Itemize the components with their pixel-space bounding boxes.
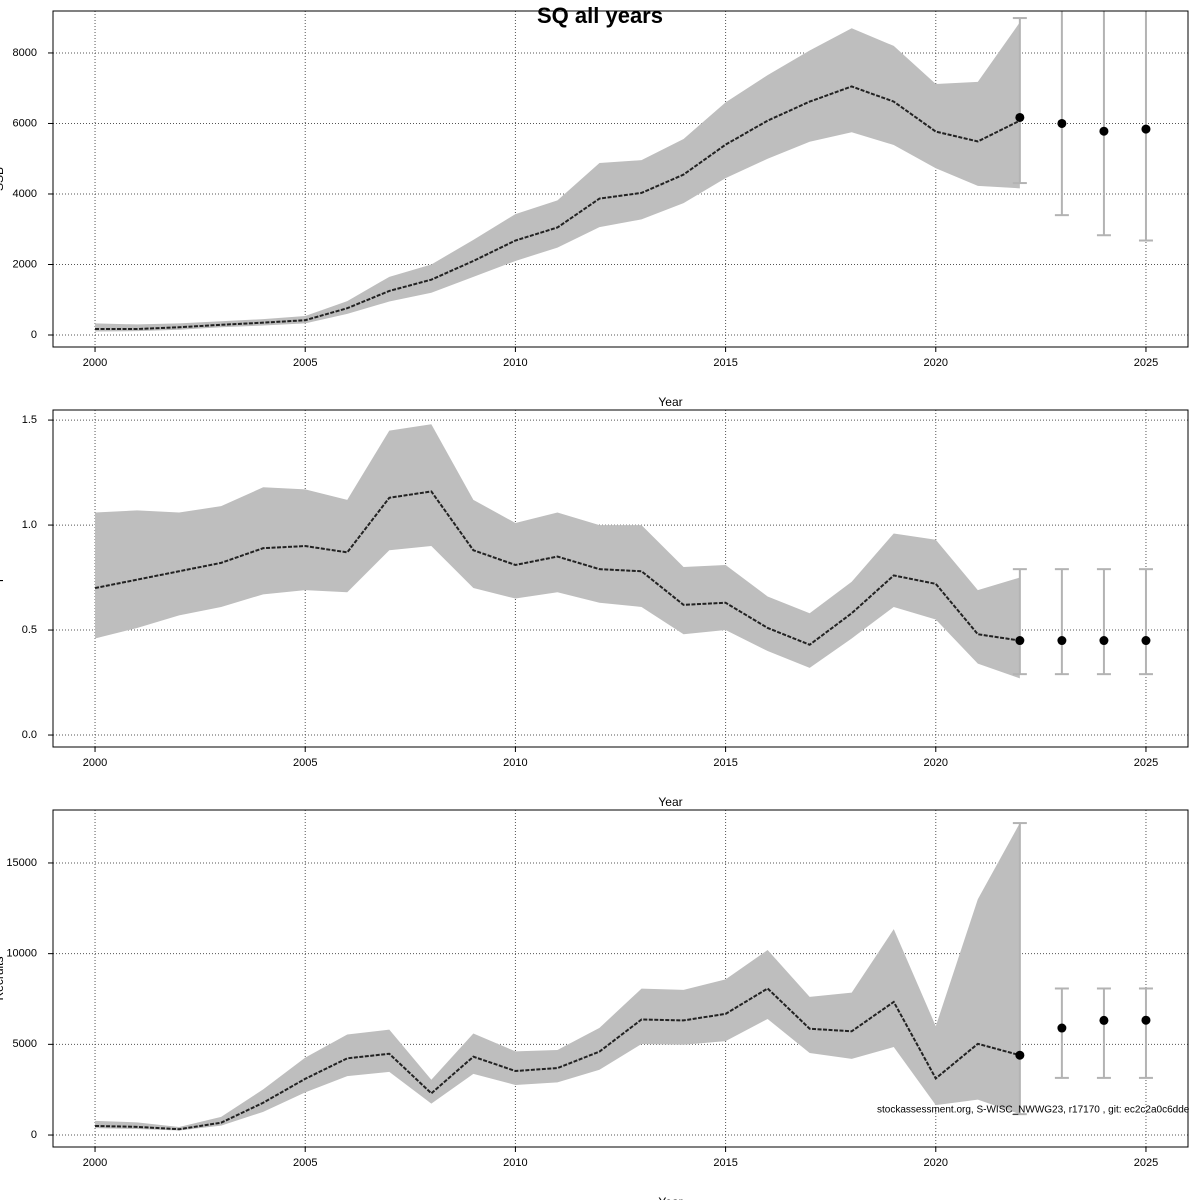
plot-frame [52,809,1189,1148]
forecast-point [1141,124,1151,134]
x-tick-label: 2000 [83,357,107,369]
y-tick-label: 0.0 [22,729,37,741]
x-tick-label: 2000 [83,1157,107,1169]
y-tick-label: 0.5 [22,624,37,636]
forecast-point [1141,636,1151,646]
y-axis-label: Recruits [0,956,6,1000]
forecast-point [1015,112,1025,122]
plot-area [53,11,1188,347]
plot-area [53,810,1188,1147]
error-bar [1096,11,1111,237]
y-axis-label: SSB [0,167,6,191]
forecast-point [1057,118,1067,128]
confidence-band [95,823,1020,1131]
y-tick-label: 0 [31,329,37,341]
x-tick-label: 2025 [1134,757,1158,769]
y-tick-label: 6000 [13,117,37,129]
x-tick-label: 2015 [713,357,737,369]
x-tick-label: 2005 [293,1157,317,1169]
forecast-point [1015,636,1025,646]
forecast-point [1141,1015,1151,1025]
forecast-point [1015,1050,1025,1060]
estimate-line [94,490,1020,646]
figure-title: SQ all years [537,3,663,28]
x-tick-label: 2020 [924,357,948,369]
y-tick-label: 5000 [13,1038,37,1050]
x-axis-label: Year [658,1195,682,1200]
error-bar [1054,568,1069,676]
x-axis-label: Year [658,795,682,809]
footnote: stockassessment.org, S-WISC_NWWG23, r171… [877,1105,1190,1116]
error-bar [1096,568,1111,676]
x-tick-label: 2010 [503,1157,527,1169]
error-bar [1054,987,1069,1079]
x-tick-label: 2005 [293,757,317,769]
plot-frame [52,409,1189,748]
error-bar [1138,568,1153,676]
x-tick-label: 2025 [1134,357,1158,369]
y-tick-label: 2000 [13,258,37,270]
error-bar [1012,568,1027,676]
x-tick-label: 2005 [293,357,317,369]
forecast-point [1099,636,1109,646]
x-tick-label: 2010 [503,357,527,369]
x-tick-label: 2010 [503,757,527,769]
y-tick-label: 0 [31,1129,37,1141]
confidence-band [95,424,1020,679]
error-bar [1138,11,1153,242]
panel: 2000 2005 2010 2015 2020 2025 0 2000 4000 6000 800… [0,10,1189,409]
x-tick-label: 2020 [924,757,948,769]
y-tick-label: 1.5 [22,414,37,426]
y-tick-label: 4000 [13,188,37,200]
panel: 2000 2005 2010 2015 2020 2025 0 5000 10000 15000 R… [0,809,1189,1200]
error-bar [1054,11,1069,217]
forecast-point [1057,636,1067,646]
forecast-point [1099,1015,1109,1025]
x-tick-label: 2000 [83,757,107,769]
x-tick-label: 2015 [713,757,737,769]
error-bar [1012,822,1027,1116]
panel: 2000 2005 2010 2015 2020 2025 0.0 0.5 1.0 1.5 F Yea… [0,409,1189,809]
estimate-line [95,85,1021,331]
estimate-line [95,987,1021,1131]
plot-area [53,410,1188,747]
x-tick-label: 2025 [1134,1157,1158,1169]
forecast-point [1099,126,1109,136]
confidence-band [95,22,1020,332]
x-tick-label: 2015 [713,1157,737,1169]
plot-frame [52,10,1189,348]
y-tick-label: 15000 [6,857,37,869]
error-bar [1138,987,1153,1079]
x-axis-label: Year [658,395,682,409]
y-tick-label: 10000 [6,948,37,960]
y-axis-label: F [0,575,6,582]
error-bar [1096,987,1111,1079]
x-tick-label: 2020 [924,1157,948,1169]
error-bar [1012,17,1027,185]
forecast-point [1057,1023,1067,1033]
y-tick-label: 8000 [13,47,37,59]
y-tick-label: 1.0 [22,519,37,531]
